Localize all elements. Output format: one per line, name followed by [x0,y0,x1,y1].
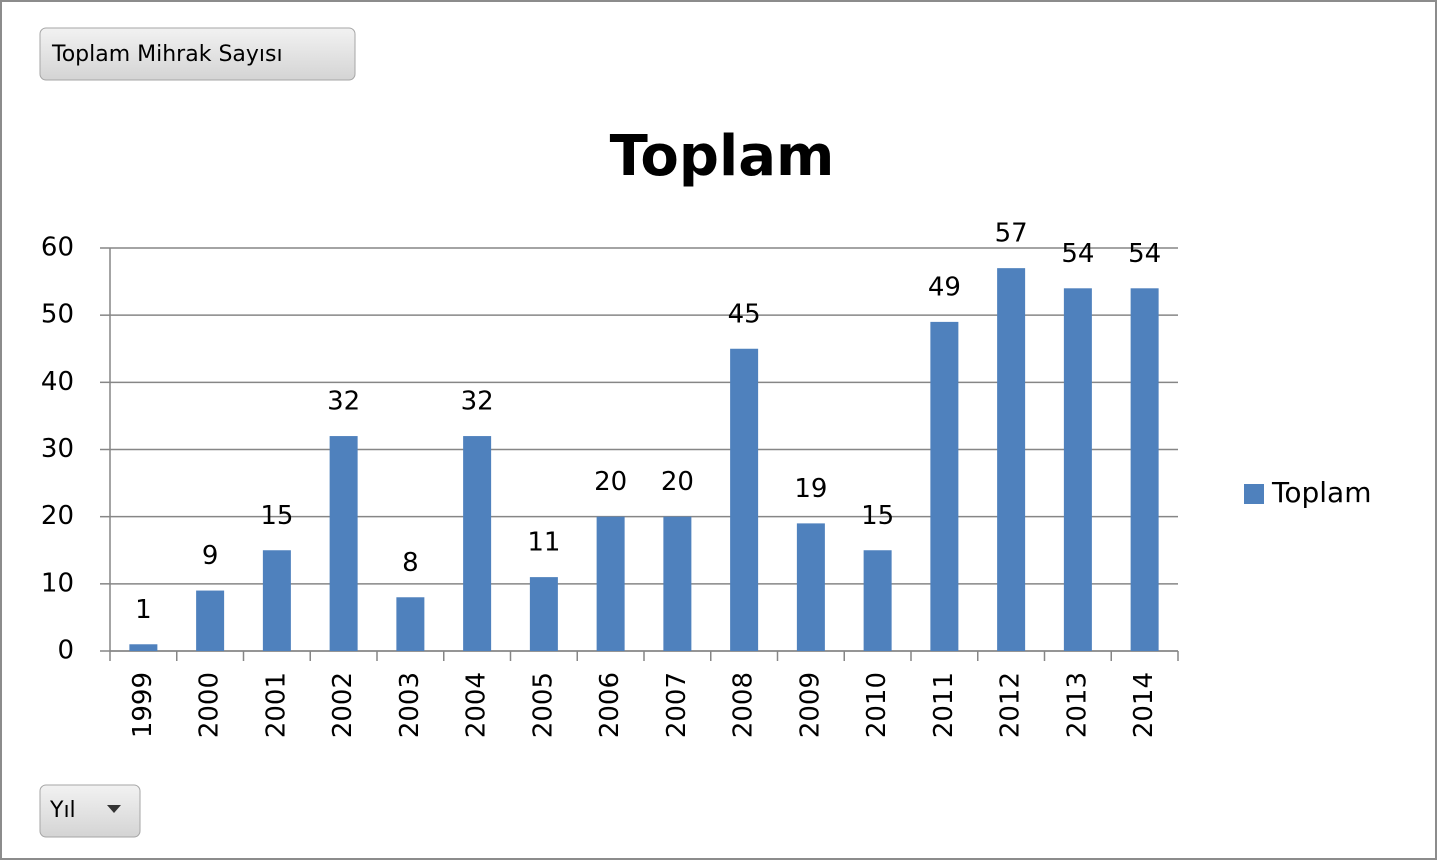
data-label: 9 [202,541,219,571]
data-label: 57 [995,219,1028,249]
y-tick-label: 40 [41,367,74,397]
x-tick-label: 1999 [128,672,158,738]
button-bg [39,784,141,838]
data-label: 8 [402,548,419,578]
data-label: 54 [1128,239,1161,269]
data-label: 32 [461,387,494,417]
x-tick-label: 2009 [795,672,825,738]
data-label: 32 [327,387,360,417]
chart-title: Toplam [610,124,835,189]
y-tick-label: 60 [41,233,74,263]
data-label: 54 [1061,239,1094,269]
y-tick-label: 10 [41,568,74,598]
x-tick-label: 2011 [929,672,959,738]
bar [329,436,358,651]
bar [663,516,692,651]
bar [396,597,425,651]
x-tick-label: 2005 [528,672,558,738]
x-tick-label: 2013 [1062,672,1092,738]
bar [1063,288,1092,651]
x-tick-label: 2014 [1129,672,1159,738]
bar [262,550,291,651]
data-label: 15 [260,501,293,531]
data-label: 45 [728,299,761,329]
x-tick-label: 2012 [996,672,1026,738]
data-label: 20 [594,467,627,497]
bar [997,268,1026,651]
data-label: 19 [794,474,827,504]
x-tick-label: 2002 [328,672,358,738]
button-label: Yıl [49,798,76,823]
bar [930,321,959,651]
data-label: 11 [527,528,560,558]
x-tick-label: 2003 [395,672,425,738]
x-tick-label: 2001 [261,672,291,738]
x-tick-label: 2010 [862,672,892,738]
data-label: 15 [861,501,894,531]
bar [796,523,825,651]
y-tick-label: 0 [57,636,74,666]
data-label: 49 [928,272,961,302]
data-label: 20 [661,467,694,497]
x-tick-label: 2008 [729,672,759,738]
bar [730,348,759,651]
legend-label: Toplam [1271,476,1371,509]
bar [1130,288,1159,651]
button-bg [39,27,356,81]
x-tick-label: 2006 [595,672,625,738]
x-tick-label: 2004 [462,672,492,738]
x-tick-label: 2000 [195,672,225,738]
dropdown-arrow [107,805,121,813]
button-label: Toplam Mihrak Sayısı [51,42,283,67]
axis-field-button[interactable]: Yıl [39,784,141,838]
bar [863,550,892,651]
bar [196,590,225,651]
bar [463,436,492,651]
y-tick-label: 50 [41,300,74,330]
values-field-button[interactable]: Toplam Mihrak Sayısı [39,27,356,81]
y-tick-label: 20 [41,501,74,531]
bar [529,577,558,651]
legend-swatch [1244,484,1264,504]
data-label: 1 [135,595,152,625]
bar [596,516,625,651]
bar [129,644,158,651]
x-tick-label: 2007 [662,672,692,738]
y-tick-label: 30 [41,434,74,464]
